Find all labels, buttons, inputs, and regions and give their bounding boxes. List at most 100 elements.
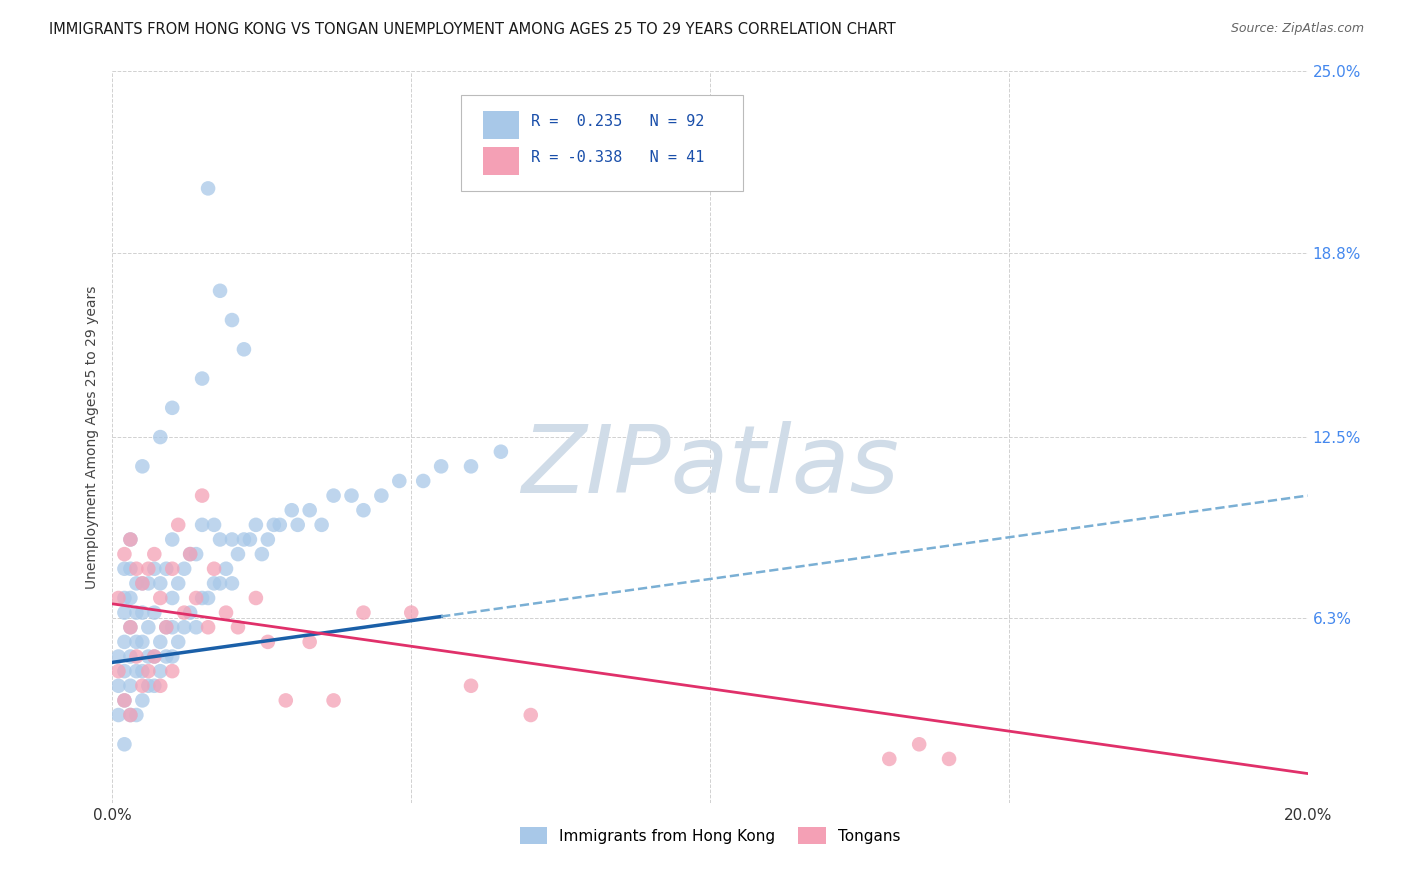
Point [353,503,375,517]
Point [197,620,219,634]
Point [191,517,214,532]
Point [107,649,129,664]
Point [149,430,172,444]
Point [221,533,243,547]
Point [162,591,183,605]
Point [107,664,129,678]
Point [460,679,482,693]
Point [143,649,166,664]
Point [120,649,142,664]
Point [179,547,201,561]
Point [162,620,183,634]
Text: R =  0.235   N = 92: R = 0.235 N = 92 [531,113,704,128]
Point [879,752,901,766]
Point [179,606,201,620]
Point [114,562,135,576]
Point [322,489,344,503]
Point [114,693,135,707]
Point [298,503,321,517]
Point [186,620,208,634]
Point [370,489,392,503]
Point [173,562,195,576]
Point [143,649,166,664]
Point [138,562,160,576]
Point [125,708,148,723]
Point [120,533,142,547]
Point [120,591,142,605]
Point [131,576,153,591]
Point [233,533,256,547]
Point [191,591,214,605]
Point [257,533,280,547]
Point [173,606,195,620]
Point [125,576,148,591]
Point [120,708,142,723]
Point [155,620,177,634]
Text: IMMIGRANTS FROM HONG KONG VS TONGAN UNEMPLOYMENT AMONG AGES 25 TO 29 YEARS CORRE: IMMIGRANTS FROM HONG KONG VS TONGAN UNEM… [49,22,896,37]
Point [245,517,267,532]
Point [138,679,160,693]
Y-axis label: Unemployment Among Ages 25 to 29 years: Unemployment Among Ages 25 to 29 years [86,285,100,589]
Point [149,591,172,605]
Point [287,517,309,532]
Point [162,562,183,576]
Point [245,591,267,605]
Point [131,635,153,649]
Point [138,576,160,591]
Point [107,591,129,605]
Point [353,606,375,620]
Point [120,533,142,547]
Point [114,606,135,620]
Legend: Immigrants from Hong Kong, Tongans: Immigrants from Hong Kong, Tongans [513,822,907,850]
Point [197,181,219,195]
Point [167,517,190,532]
Point [120,679,142,693]
Point [143,547,166,561]
Point [202,576,225,591]
Point [167,576,190,591]
Point [226,547,249,561]
Point [143,679,166,693]
Point [239,533,262,547]
Point [186,547,208,561]
Point [162,664,183,678]
Point [120,708,142,723]
Point [281,503,304,517]
Point [131,576,153,591]
Point [412,474,434,488]
Point [298,635,321,649]
Point [162,401,183,415]
Point [162,533,183,547]
Point [250,547,273,561]
Point [209,576,232,591]
Point [269,517,291,532]
Point [186,591,208,605]
Point [155,649,177,664]
Point [197,591,219,605]
Point [149,576,172,591]
Point [114,664,135,678]
Point [257,635,280,649]
Point [388,474,411,488]
Point [149,635,172,649]
Point [120,562,142,576]
Point [120,620,142,634]
Point [191,371,214,385]
Text: ZIPatlas: ZIPatlas [522,421,898,512]
Point [179,547,201,561]
Point [938,752,960,766]
Point [125,562,148,576]
Point [138,649,160,664]
Point [221,576,243,591]
Point [340,489,363,503]
Point [131,679,153,693]
Point [209,284,232,298]
Point [430,459,453,474]
Point [114,547,135,561]
Point [107,679,129,693]
Point [191,489,214,503]
FancyBboxPatch shape [484,111,519,138]
Point [125,606,148,620]
Point [131,693,153,707]
Point [322,693,344,707]
